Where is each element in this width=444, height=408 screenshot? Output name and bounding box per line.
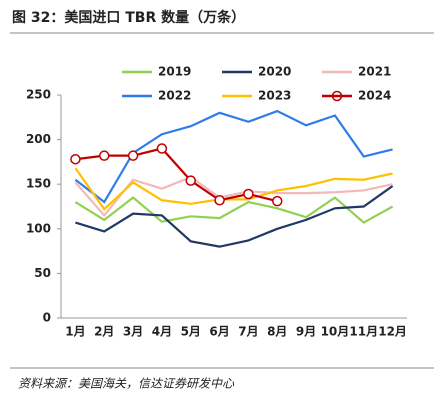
y-tick-label: 150 <box>26 177 51 191</box>
source: 资料来源：美国海关，信达证券研发中心 <box>18 377 235 391</box>
series-line <box>74 196 394 224</box>
legend-label: 2021 <box>358 65 391 79</box>
x-tick-label: 11月 <box>349 325 378 339</box>
legend-label: 2019 <box>158 65 191 79</box>
x-tick-label: 9月 <box>296 325 316 339</box>
y-tick-label: 100 <box>26 221 51 235</box>
series-line <box>74 167 393 211</box>
x-tick-label: 8月 <box>267 325 287 339</box>
x-tick-label: 6月 <box>209 325 229 339</box>
point-marker <box>185 175 196 186</box>
point-marker <box>214 195 225 206</box>
legend-label: 2020 <box>258 65 291 79</box>
chart-title: 图 32：美国进口 TBR 数量（万条） <box>12 9 245 26</box>
point-marker <box>127 150 139 161</box>
x-tick-label: 5月 <box>181 325 201 339</box>
legend-marker <box>331 90 343 102</box>
x-tick-label: 3月 <box>123 325 143 339</box>
x-tick-label: 7月 <box>238 325 258 339</box>
legend-label: 2023 <box>258 89 291 103</box>
y-tick-label: 250 <box>26 88 51 102</box>
legend-label: 2022 <box>158 89 191 103</box>
point-marker <box>70 153 81 165</box>
y-tick-label: 0 <box>43 311 51 325</box>
point-marker <box>272 195 283 207</box>
point-marker <box>156 143 168 154</box>
x-tick-label: 4月 <box>152 325 172 339</box>
point-marker <box>99 150 110 161</box>
x-tick-label: 1月 <box>65 325 85 339</box>
x-tick-label: 12月 <box>378 325 407 339</box>
legend-label: 2024 <box>358 89 391 103</box>
series-line <box>74 109 393 204</box>
series-line <box>75 185 394 248</box>
point-marker <box>243 188 254 200</box>
y-tick-label: 50 <box>34 266 51 280</box>
x-tick-label: 2月 <box>94 325 114 339</box>
y-tick-label: 200 <box>26 132 51 146</box>
x-tick-label: 10月 <box>321 325 350 339</box>
